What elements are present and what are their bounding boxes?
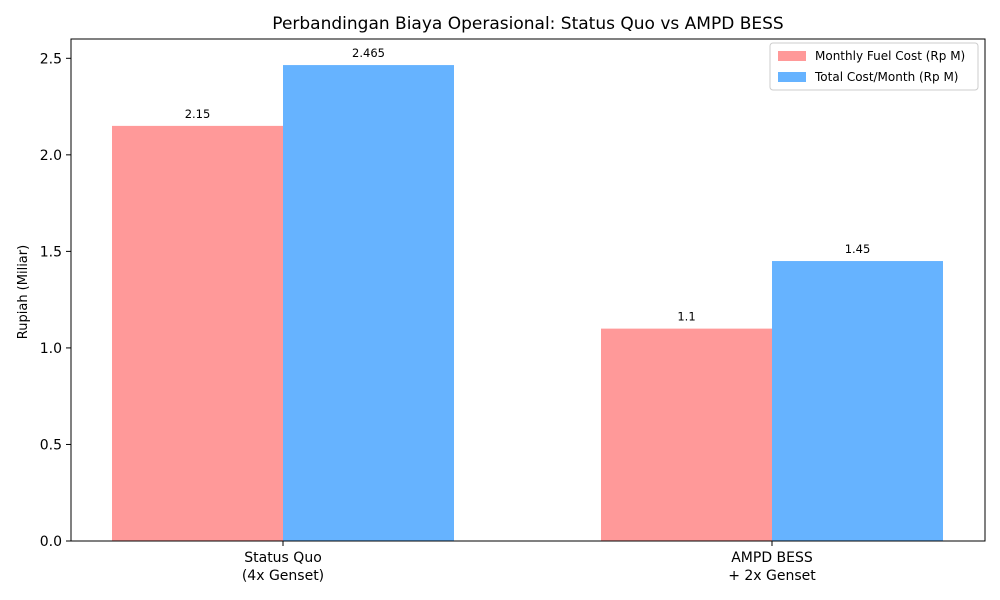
y-tick-label-1: 0.5	[40, 437, 62, 453]
legend-label-0: Monthly Fuel Cost (Rp M)	[815, 49, 965, 63]
x-tick-label-line-1-1: + 2x Genset	[728, 568, 816, 584]
x-tick-label-line-0-0: Status Quo	[244, 550, 322, 566]
bar-fuel-1	[601, 328, 772, 541]
y-axis-label: Rupiah (Miliar)	[16, 245, 31, 339]
legend-swatch-0	[778, 51, 806, 61]
chart-title: Perbandingan Biaya Operasional: Status Q…	[272, 14, 783, 34]
legend-box	[769, 42, 979, 91]
y-tick-label-4: 2.0	[40, 148, 62, 164]
bar-total-0	[283, 65, 454, 542]
plot-frame	[70, 38, 986, 542]
x-tick-label-line-0-1: (4x Genset)	[242, 568, 324, 584]
y-tick-label-3: 1.5	[40, 244, 62, 260]
legend: Monthly Fuel Cost (Rp M) Total Cost/Month…	[769, 42, 979, 91]
bar-total-1	[772, 261, 943, 541]
data-labels-layer: 2.15 2.465 1.1 1.45	[185, 46, 871, 324]
data-label-fuel-1: 1.1	[677, 310, 695, 324]
data-label-total-0: 2.465	[352, 46, 385, 60]
y-tick-label-0: 0.0	[40, 534, 62, 550]
x-tick-label-1: AMPD BESS + 2x Genset	[728, 550, 816, 584]
legend-label-1: Total Cost/Month (Rp M)	[814, 70, 958, 84]
data-label-fuel-0: 2.15	[185, 107, 211, 121]
x-tick-label-0: Status Quo (4x Genset)	[242, 550, 324, 584]
data-label-total-1: 1.45	[845, 242, 871, 256]
legend-swatch-1	[778, 72, 806, 82]
y-tick-label-5: 2.5	[40, 51, 62, 67]
bar-fuel-0	[112, 125, 283, 541]
x-tick-label-line-1-0: AMPD BESS	[731, 550, 813, 566]
x-axis: Status Quo (4x Genset) AMPD BESS + 2x Gense…	[242, 541, 816, 584]
y-tick-label-2: 1.0	[40, 341, 62, 357]
y-axis: 0.0 0.5 1.0 1.5 2.0 2.5	[40, 51, 71, 550]
bars-layer	[112, 65, 943, 542]
